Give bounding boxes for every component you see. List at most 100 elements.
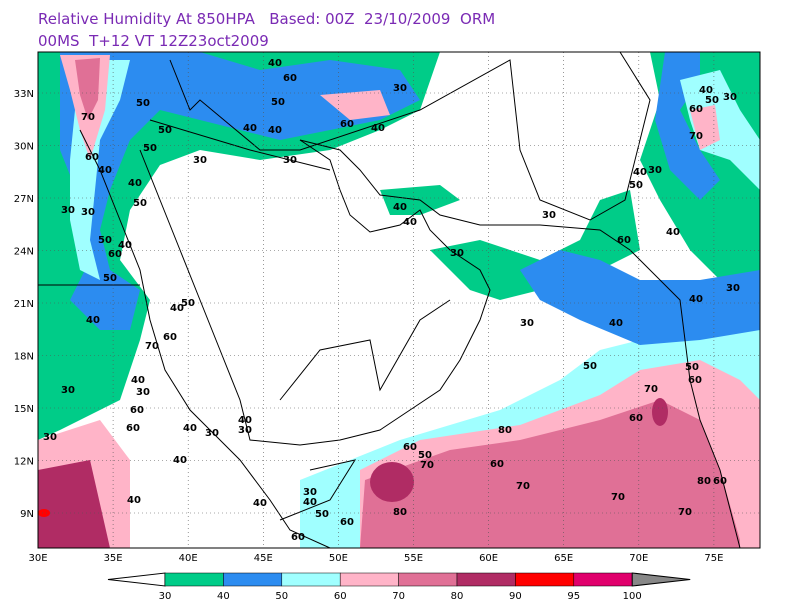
contour-label: 30 (43, 432, 57, 443)
subtitle: 00MS T+12 VT 12Z23oct2009 (38, 32, 269, 50)
lat-label: 27N (14, 194, 34, 205)
contour-label: 30 (61, 385, 75, 396)
contour-label: 70 (420, 460, 434, 471)
title: Relative Humidity At 850HPA Based: 00Z 2… (38, 10, 495, 28)
humid-area (75, 58, 100, 120)
lat-label: 9N (20, 509, 34, 520)
contour-label: 40 (403, 217, 417, 228)
contour-label: 40 (699, 85, 713, 96)
humid-area (520, 250, 760, 345)
colorbar-under (107, 572, 166, 587)
contour-label: 60 (490, 459, 504, 470)
lat-label: 18N (14, 352, 34, 363)
contour-label: 50 (315, 509, 329, 520)
lon-label: 75E (704, 553, 723, 564)
contour-label: 30 (193, 155, 207, 166)
colorbar-label: 95 (567, 591, 580, 600)
colorbar-label: 90 (509, 591, 522, 600)
colorbar-label: 70 (392, 591, 405, 600)
contour-label: 40 (268, 125, 282, 136)
graticule: 33N 30N 27N 24N 21N 18N 15N 12N 9N 30E 35E 40E 45E 50… (14, 52, 760, 564)
colorbar-segment (398, 572, 458, 587)
contour-label: 50 (143, 143, 157, 154)
contour-label: 50 (181, 298, 195, 309)
colorbar-segment (281, 572, 341, 587)
contour-label: 50 (418, 450, 432, 461)
lon-label: 65E (554, 553, 573, 564)
contour-label: 40 (609, 318, 623, 329)
contour-label: 40 (118, 240, 132, 251)
contour-label: 60 (108, 249, 122, 260)
contour-label: 30 (726, 283, 740, 294)
lon-label: 40E (179, 553, 198, 564)
contour-label: 40 (183, 423, 197, 434)
contour-label: 70 (678, 507, 692, 518)
border (169, 52, 651, 221)
lon-label: 35E (104, 553, 123, 564)
colorbar-label: 80 (451, 591, 464, 600)
lat-label: 21N (14, 299, 34, 310)
contour-label: 40 (666, 227, 680, 238)
colorbar-segment (223, 572, 283, 587)
humid-area (38, 52, 440, 440)
contour-label: 40 (268, 58, 282, 69)
contour-label: 40 (131, 375, 145, 386)
coastline (79, 129, 331, 548)
lon-label: 30E (28, 553, 47, 564)
colorbar-segment (339, 572, 399, 587)
contour-label: 70 (644, 384, 658, 395)
contour-label: 40 (371, 123, 385, 134)
humid-area (655, 52, 720, 200)
contour-label: 40 (128, 178, 142, 189)
lat-label: 12N (14, 457, 34, 468)
contour-label: 70 (516, 481, 530, 492)
contour-label: 60 (291, 532, 305, 543)
contour-label: 50 (98, 235, 112, 246)
border (279, 299, 451, 401)
lon-label: 55E (404, 553, 423, 564)
humid-area (690, 105, 720, 150)
contour-label: 60 (163, 332, 177, 343)
contour-label: 50 (629, 180, 643, 191)
contour-label: 40 (127, 495, 141, 506)
coastline (139, 139, 491, 446)
contour-label: 50 (103, 273, 117, 284)
contour-label: 80 (697, 476, 711, 487)
contour-label: 50 (685, 362, 699, 373)
colorbar: 30 40 50 60 70 80 90 95 100 (107, 572, 691, 600)
humid-area (652, 398, 668, 426)
lon-label: 45E (254, 553, 273, 564)
contour-label: 30 (723, 92, 737, 103)
humid-area (680, 70, 760, 190)
contour-label: 60 (713, 476, 727, 487)
coastline (299, 139, 741, 548)
map-frame (37, 51, 761, 549)
contour-label: 60 (403, 442, 417, 453)
contour-label: 40 (170, 303, 184, 314)
colorbar-segment (164, 572, 224, 587)
contour-label: 60 (283, 73, 297, 84)
contour-label: 30 (81, 207, 95, 218)
contour-label: 40 (173, 455, 187, 466)
contour-label: 30 (450, 248, 464, 259)
lat-label: 15N (14, 404, 34, 415)
contour-label: 60 (617, 235, 631, 246)
contour-label: 30 (520, 318, 534, 329)
border (149, 119, 331, 171)
colorbar-label: 30 (159, 591, 172, 600)
humid-area (60, 52, 420, 330)
contour-label: 60 (85, 152, 99, 163)
contour-label: 30 (303, 487, 317, 498)
contour-label: 40 (393, 202, 407, 213)
contour-label: 60 (689, 104, 703, 115)
contour-label: 30 (648, 165, 662, 176)
contour-label: 50 (705, 95, 719, 106)
lon-label: 70E (629, 553, 648, 564)
colorbar-label: 40 (217, 591, 230, 600)
contour-label: 30 (136, 387, 150, 398)
humid-area (38, 509, 50, 517)
contour-label: 60 (629, 413, 643, 424)
contour-label: 70 (611, 492, 625, 503)
